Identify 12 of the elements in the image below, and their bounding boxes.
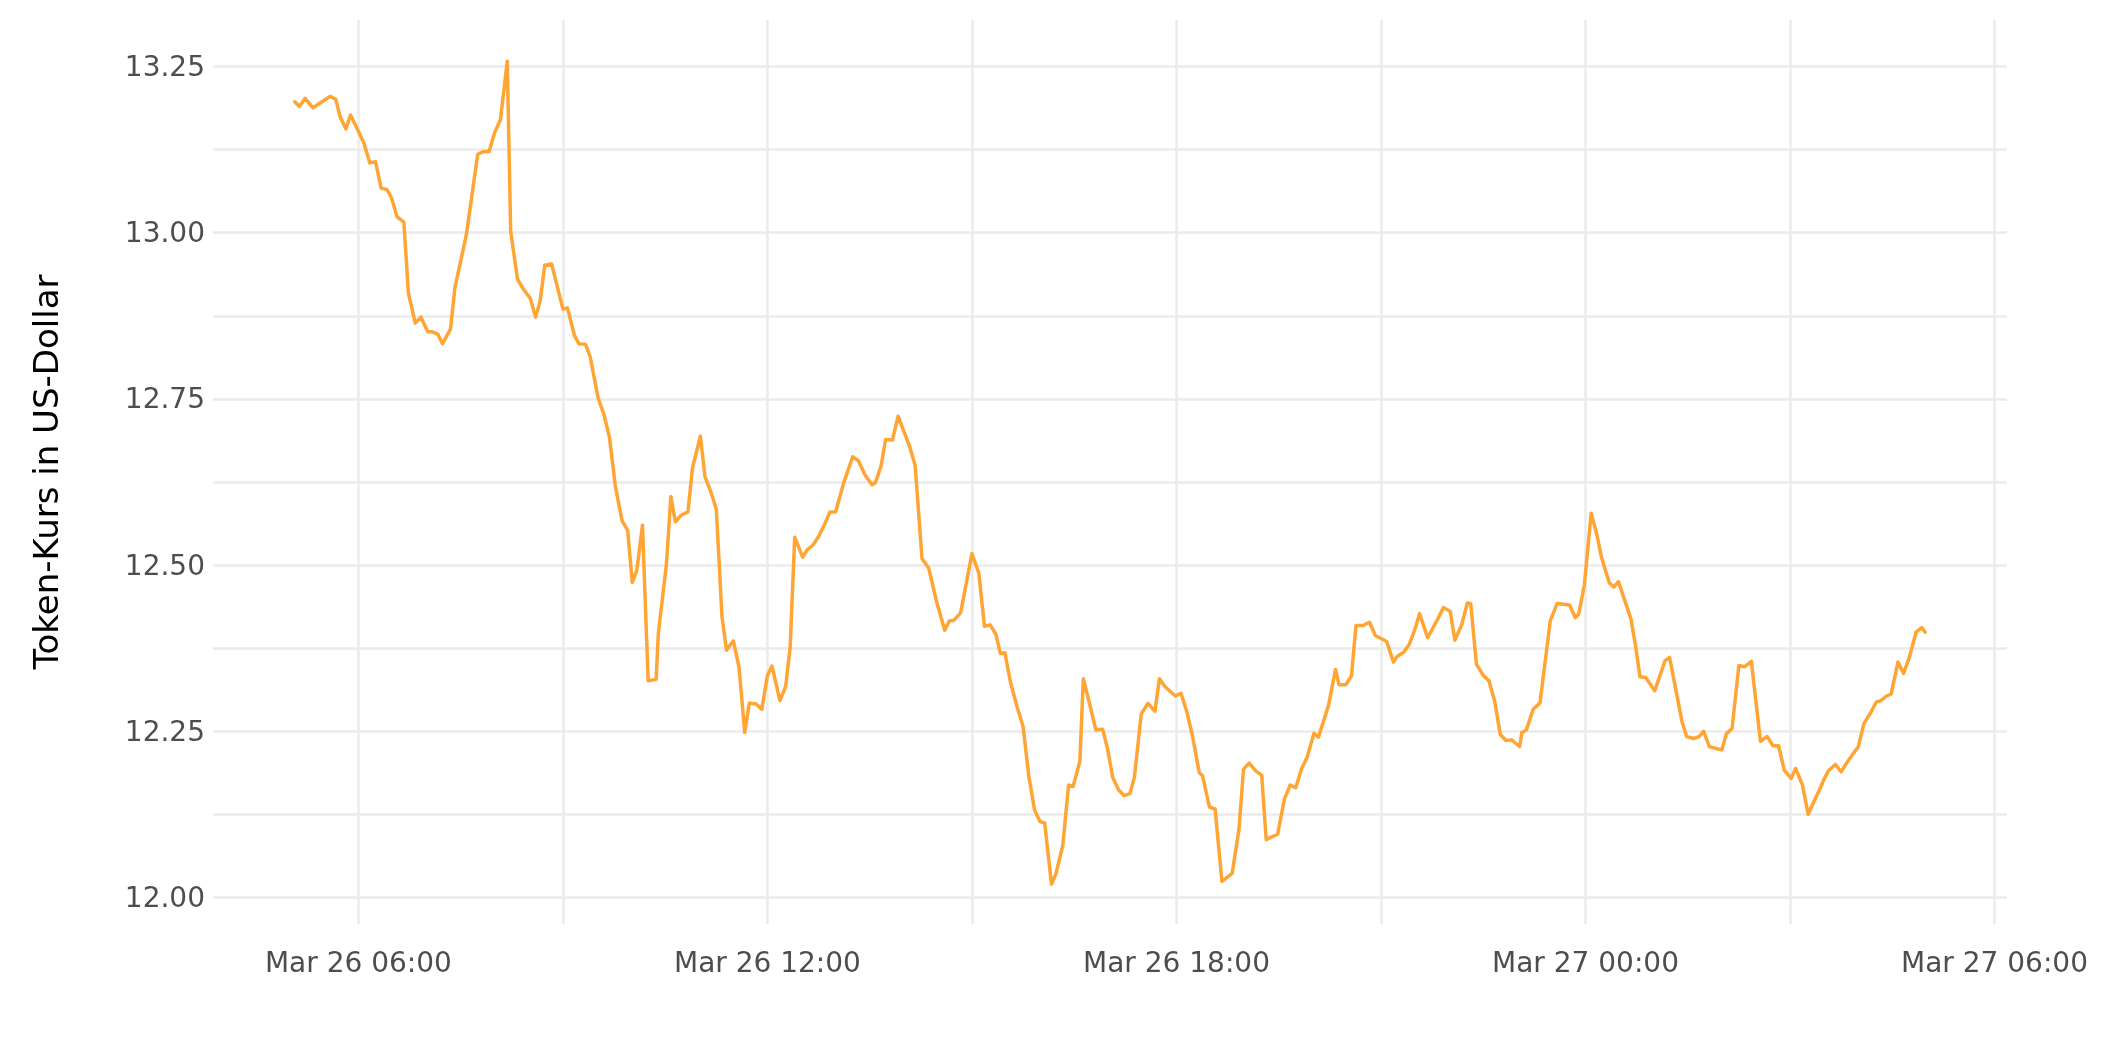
x-tick-label: Mar 26 18:00 [1082, 945, 1270, 979]
x-tick-label: Mar 27 06:00 [1901, 945, 2088, 979]
y-tick-label: 12.50 [124, 548, 205, 582]
y-tick-label: 12.25 [124, 714, 205, 748]
y-tick-label: 12.75 [124, 382, 205, 416]
y-tick-label: 13.25 [124, 50, 205, 84]
x-tick-label: Mar 26 12:00 [673, 945, 861, 979]
y-tick-label: 13.00 [124, 216, 205, 250]
y-axis-title: Token-Kurs in US-Dollar [26, 274, 66, 671]
y-tick-label: 12.00 [124, 880, 205, 914]
x-tick-label: Mar 26 06:00 [264, 945, 452, 979]
x-tick-label: Mar 27 00:00 [1492, 945, 1679, 979]
